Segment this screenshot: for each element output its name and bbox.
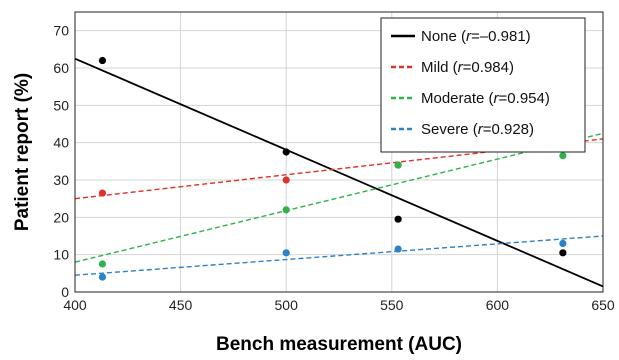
point-mild [283, 176, 290, 183]
y-tick-label: 30 [53, 172, 69, 188]
y-tick-label: 50 [53, 97, 69, 113]
x-tick-label: 650 [591, 297, 615, 313]
point-severe [99, 273, 106, 280]
point-none [283, 148, 290, 155]
x-tick-label: 600 [486, 297, 510, 313]
point-moderate [395, 161, 402, 168]
legend-label-none: None (r=–0.981) [421, 28, 531, 45]
x-axis-title: Bench measurement (AUC) [216, 334, 462, 355]
y-tick-label: 40 [53, 135, 69, 151]
y-tick-label: 20 [53, 209, 69, 225]
x-tick-label: 550 [380, 297, 404, 313]
x-tick-label: 450 [169, 297, 193, 313]
point-severe [559, 240, 566, 247]
legend-label-severe: Severe (r=0.928) [421, 121, 534, 138]
point-mild [99, 189, 106, 196]
point-severe [395, 245, 402, 252]
y-axis-title: Patient report (%) [12, 73, 33, 231]
fit-line-moderate [75, 133, 603, 262]
legend-label-moderate: Moderate (r=0.954) [421, 90, 550, 107]
y-tick-label: 60 [53, 60, 69, 76]
point-none [99, 57, 106, 64]
y-tick-label: 70 [53, 23, 69, 39]
fit-line-severe [75, 236, 603, 275]
x-tick-label: 500 [275, 297, 299, 313]
legend-label-mild: Mild (r=0.984) [421, 59, 514, 76]
point-moderate [99, 260, 106, 267]
point-moderate [559, 152, 566, 159]
y-tick-label: 0 [61, 284, 69, 300]
point-severe [283, 249, 290, 256]
legend: None (r=–0.981) Mild (r=0.984) Moderate (r… [381, 18, 585, 152]
point-moderate [283, 206, 290, 213]
point-none [559, 249, 566, 256]
y-tick-label: 10 [53, 247, 69, 263]
point-none [395, 216, 402, 223]
